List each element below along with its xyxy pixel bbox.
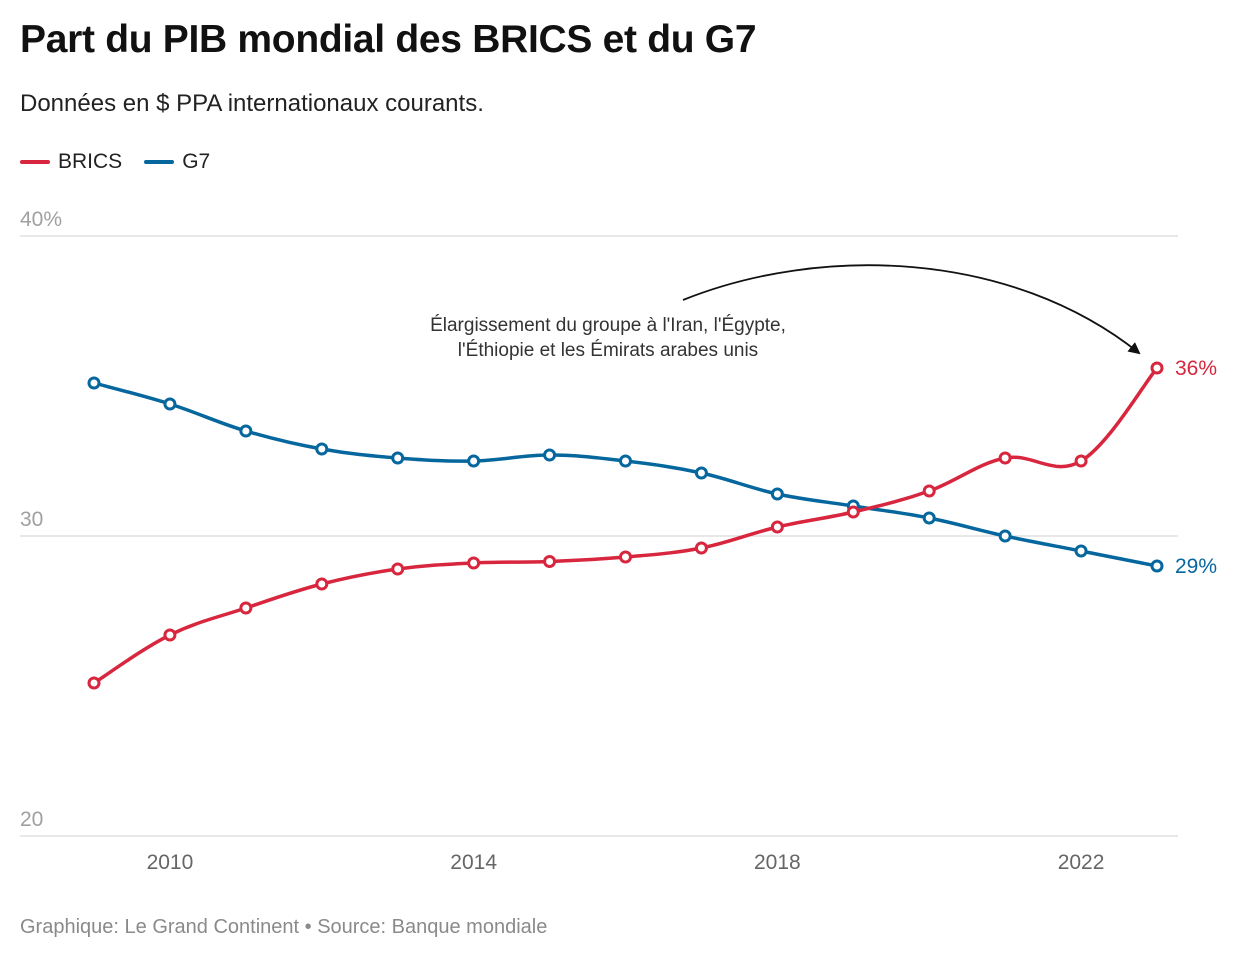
y-tick-label: 30 xyxy=(20,508,43,531)
legend-swatch-brics xyxy=(20,160,50,164)
data-point-brics xyxy=(922,484,936,498)
chart-source: Graphique: Le Grand Continent • Source: … xyxy=(20,916,548,938)
data-point-brics xyxy=(998,451,1012,465)
legend-label-brics: BRICS xyxy=(58,150,123,173)
x-tick-label: 2022 xyxy=(1058,851,1105,874)
series-line-g7 xyxy=(92,381,1159,568)
data-point-brics xyxy=(619,550,632,564)
legend-item-g7: G7 xyxy=(144,150,210,174)
x-tick-label: 2014 xyxy=(450,851,497,874)
data-point-brics xyxy=(694,541,708,555)
data-point-brics xyxy=(1074,454,1088,468)
series-line-brics xyxy=(92,366,1159,685)
y-tick-label: 20 xyxy=(20,808,43,831)
data-point-g7 xyxy=(391,451,405,465)
end-label-brics: 36% xyxy=(1175,357,1217,380)
data-point-g7 xyxy=(619,454,632,468)
legend-swatch-g7 xyxy=(144,160,175,164)
legend: BRICS G7 xyxy=(20,150,232,174)
data-point-brics xyxy=(315,577,329,591)
data-point-g7 xyxy=(1074,544,1088,558)
y-tick-label: 40% xyxy=(20,208,62,231)
annotation-text-line1: Élargissement du groupe à l'Iran, l'Égyp… xyxy=(430,315,786,336)
data-point-g7 xyxy=(87,376,101,390)
data-point-g7 xyxy=(163,397,177,411)
legend-label-g7: G7 xyxy=(182,150,211,173)
data-point-brics xyxy=(239,601,253,615)
end-label-g7: 29% xyxy=(1175,555,1217,578)
data-point-brics xyxy=(163,628,177,642)
annotation-arrow xyxy=(682,264,1141,355)
annotation-text-line2: l'Éthiopie et les Émirats arabes unis xyxy=(458,340,758,361)
data-point-g7 xyxy=(922,511,936,525)
chart-title: Part du PIB mondial des BRICS et du G7 xyxy=(20,18,757,61)
data-point-brics xyxy=(543,555,557,568)
data-point-brics xyxy=(1150,361,1164,375)
data-point-brics xyxy=(467,556,481,570)
x-tick-label: 2018 xyxy=(754,851,801,874)
data-point-g7 xyxy=(1150,559,1164,573)
data-point-brics xyxy=(87,676,101,690)
data-point-brics xyxy=(391,562,405,576)
x-tick-label: 2010 xyxy=(147,851,194,874)
data-point-brics xyxy=(846,505,860,519)
chart-subtitle: Données en $ PPA internationaux courants… xyxy=(20,90,484,117)
data-point-g7 xyxy=(694,466,708,480)
data-point-g7 xyxy=(998,529,1012,543)
data-point-g7 xyxy=(467,454,481,468)
data-point-brics xyxy=(770,520,784,534)
data-point-g7 xyxy=(770,487,784,501)
legend-item-brics: BRICS xyxy=(20,150,122,174)
data-point-g7 xyxy=(315,442,329,456)
data-point-g7 xyxy=(543,448,557,462)
data-point-g7 xyxy=(239,424,253,438)
